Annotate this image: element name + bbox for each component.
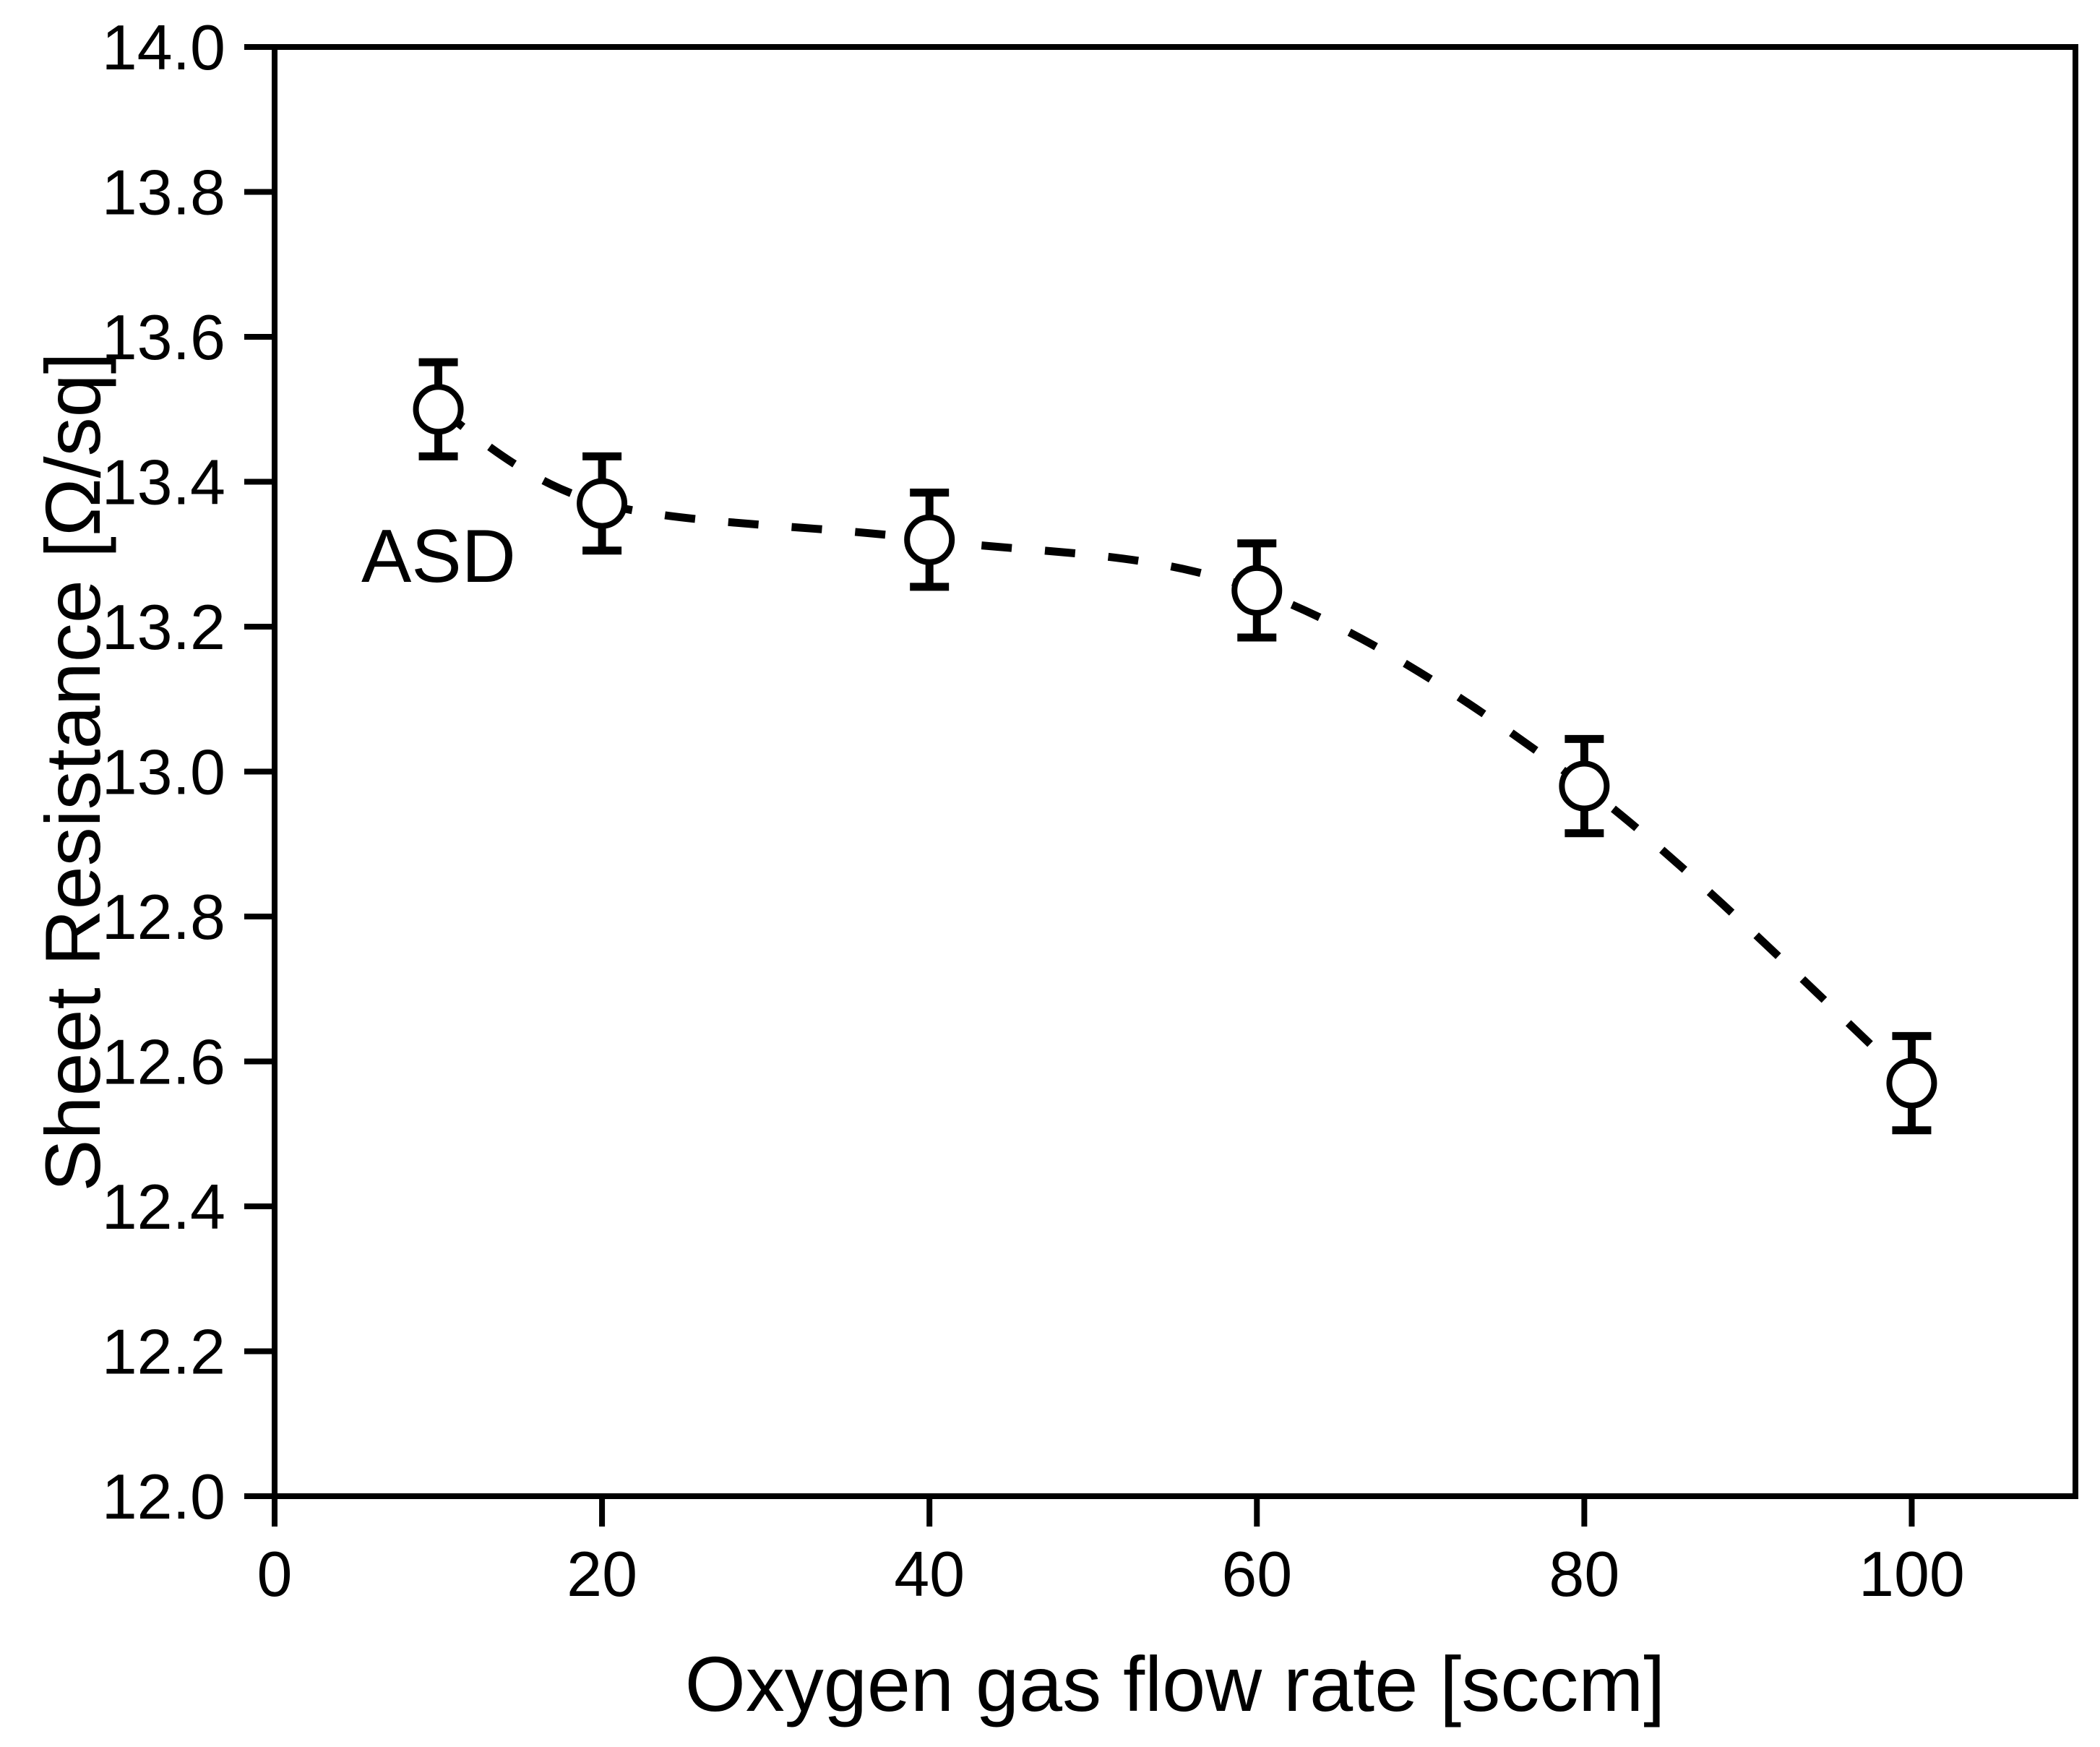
- data-point-marker: [577, 478, 628, 529]
- y-tick-label: 12.4: [102, 1171, 225, 1242]
- data-point-marker: [1886, 1057, 1937, 1109]
- x-axis-title: Oxygen gas flow rate [sccm]: [685, 1640, 1666, 1727]
- tick-labels-group: 0 20 40 60 80 100 12.0 12.2 12.4 12.6 12.8 13.0 13.2…: [102, 12, 1965, 1610]
- y-tick-label: 13.6: [102, 301, 225, 373]
- data-point-marker: [413, 384, 464, 435]
- data-point-marker: [1559, 760, 1610, 812]
- y-tick-label: 13.0: [102, 737, 225, 808]
- data-point-marker: [1231, 565, 1283, 616]
- axis-ticks-group: [244, 44, 1915, 1527]
- y-tick-label: 14.0: [102, 12, 225, 83]
- x-tick-label: 20: [567, 1538, 637, 1610]
- y-tick-label: 12.8: [102, 881, 225, 953]
- data-point-marker: [904, 514, 955, 565]
- y-axis-title: Sheet Resistance [Ω/sq]: [29, 352, 116, 1191]
- y-tick-label: 13.4: [102, 447, 225, 518]
- x-tick-label: 40: [894, 1538, 965, 1610]
- series-dashed-line-group: [436, 405, 1915, 1086]
- plot-frame: [272, 44, 2078, 1499]
- series-label-asd: ASD: [361, 515, 516, 598]
- x-tick-label: 100: [1859, 1538, 1965, 1610]
- data-point-markers-group: [413, 384, 1937, 1109]
- x-tick-label: 60: [1221, 1538, 1292, 1610]
- x-tick-label: 0: [257, 1538, 293, 1610]
- y-tick-label: 12.0: [102, 1461, 225, 1532]
- y-tick-label: 12.6: [102, 1026, 225, 1098]
- y-tick-label: 13.2: [102, 591, 225, 663]
- y-tick-label: 13.8: [102, 157, 225, 228]
- series-dashed-line: [436, 405, 1915, 1086]
- error-bars-group: [418, 358, 1932, 1135]
- x-tick-label: 80: [1549, 1538, 1619, 1610]
- y-tick-label: 12.2: [102, 1316, 225, 1388]
